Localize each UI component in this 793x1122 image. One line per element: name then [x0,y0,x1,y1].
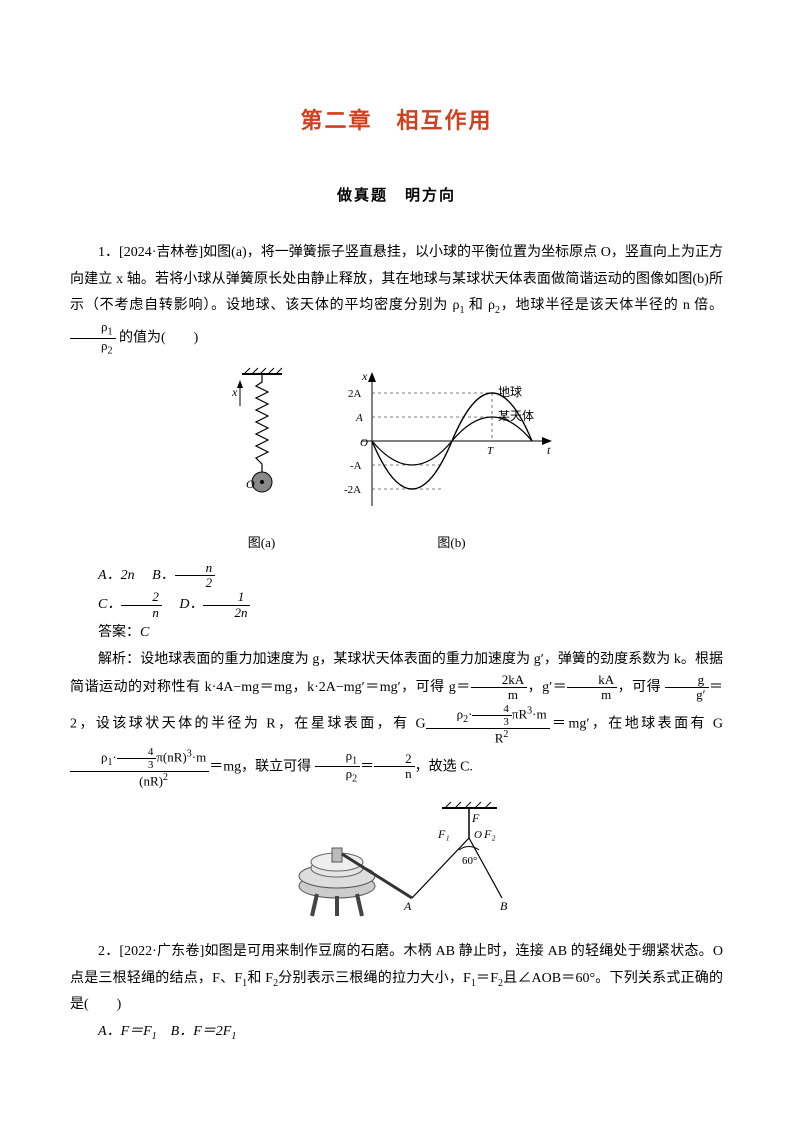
fig-a: x O 图(a) [232,366,292,555]
frac-2n: 2n [374,752,415,782]
svg-text:A: A [403,899,412,913]
svg-text:某天体: 某天体 [498,409,534,423]
q1-options-1: A．2n B．n2 [70,561,723,591]
svg-text:B: B [500,899,508,913]
fig-a-label: 图(a) [232,531,292,556]
svg-text:60°: 60° [462,855,477,867]
svg-text:t: t [547,443,551,457]
q1-options-2: C．2n D．12n [70,590,723,620]
fig-b-label: 图(b) [342,531,562,556]
frac-star: ρ2·43πR3·mR2 [426,703,550,746]
q2-options: A．F＝F1 B．F＝2F1 [70,1019,723,1046]
opt-B: B．n2 [152,568,215,583]
q1-answer: 答案：C [70,620,723,647]
q1-text: 1．[2024·吉林卷]如图(a)，将一弹簧振子竖直悬挂，以小球的平衡位置为坐标… [70,240,723,356]
svg-text:F₁: F₁ [437,827,450,841]
svg-text:T: T [487,445,494,457]
svg-text:O: O [474,829,482,841]
svg-text:-A: -A [350,460,362,472]
fig-b: x t O 2A A -A -2A T 地球 某天体 图(b) [342,366,562,555]
chapter-title: 第二章 相互作用 [70,100,723,142]
svg-text:x: x [232,385,238,399]
q1-figures: x O 图(a) x t O 2A A -A -2A [70,366,723,555]
q2-text: 2．[2022·广东卷]如图是可用来制作豆腐的石磨。木柄 AB 静止时，连接 A… [70,939,723,1019]
svg-text:A: A [355,412,363,424]
svg-text:F₂: F₂ [483,827,496,841]
svg-text:x: x [361,369,368,383]
svg-text:O: O [360,437,368,449]
frac-gp: kAm [567,673,617,703]
q1-p4: 的值为( ) [119,331,198,346]
section-title: 做真题 明方向 [70,182,723,211]
q1-p3: ，地球半径是该天体半径的 n 倍。 [500,298,723,313]
sub-rho1: 1 [460,305,465,316]
svg-text:地球: 地球 [498,385,522,399]
frac-earth: ρ1·43π(nR)3·m(nR)2 [70,746,209,789]
q2-figure: F F₁ F₂ O 60° A B [70,798,723,929]
opt-A: A．2n [98,568,135,583]
frac-rho-ans: ρ1ρ2 [315,749,361,785]
svg-text:-2A: -2A [344,484,361,496]
svg-text:2A: 2A [348,388,362,400]
q2-opt-B: B．F＝2F1 [171,1024,237,1039]
q1-p2: 和 ρ [469,298,495,313]
frac-ggp: gg′ [665,673,708,703]
q1-explanation: 解析：设地球表面的重力加速度为 g，某球状天体表面的重力加速度为 g′，弹簧的劲… [70,647,723,789]
svg-text:O: O [246,477,255,491]
svg-text:F: F [471,811,480,825]
frac-g: 2kAm [471,673,527,703]
opt-C: C．2n [98,597,162,612]
frac-rho: ρ1ρ2 [70,320,116,356]
opt-D: D．12n [179,597,250,612]
q2-opt-A: A．F＝F1 [98,1024,157,1039]
